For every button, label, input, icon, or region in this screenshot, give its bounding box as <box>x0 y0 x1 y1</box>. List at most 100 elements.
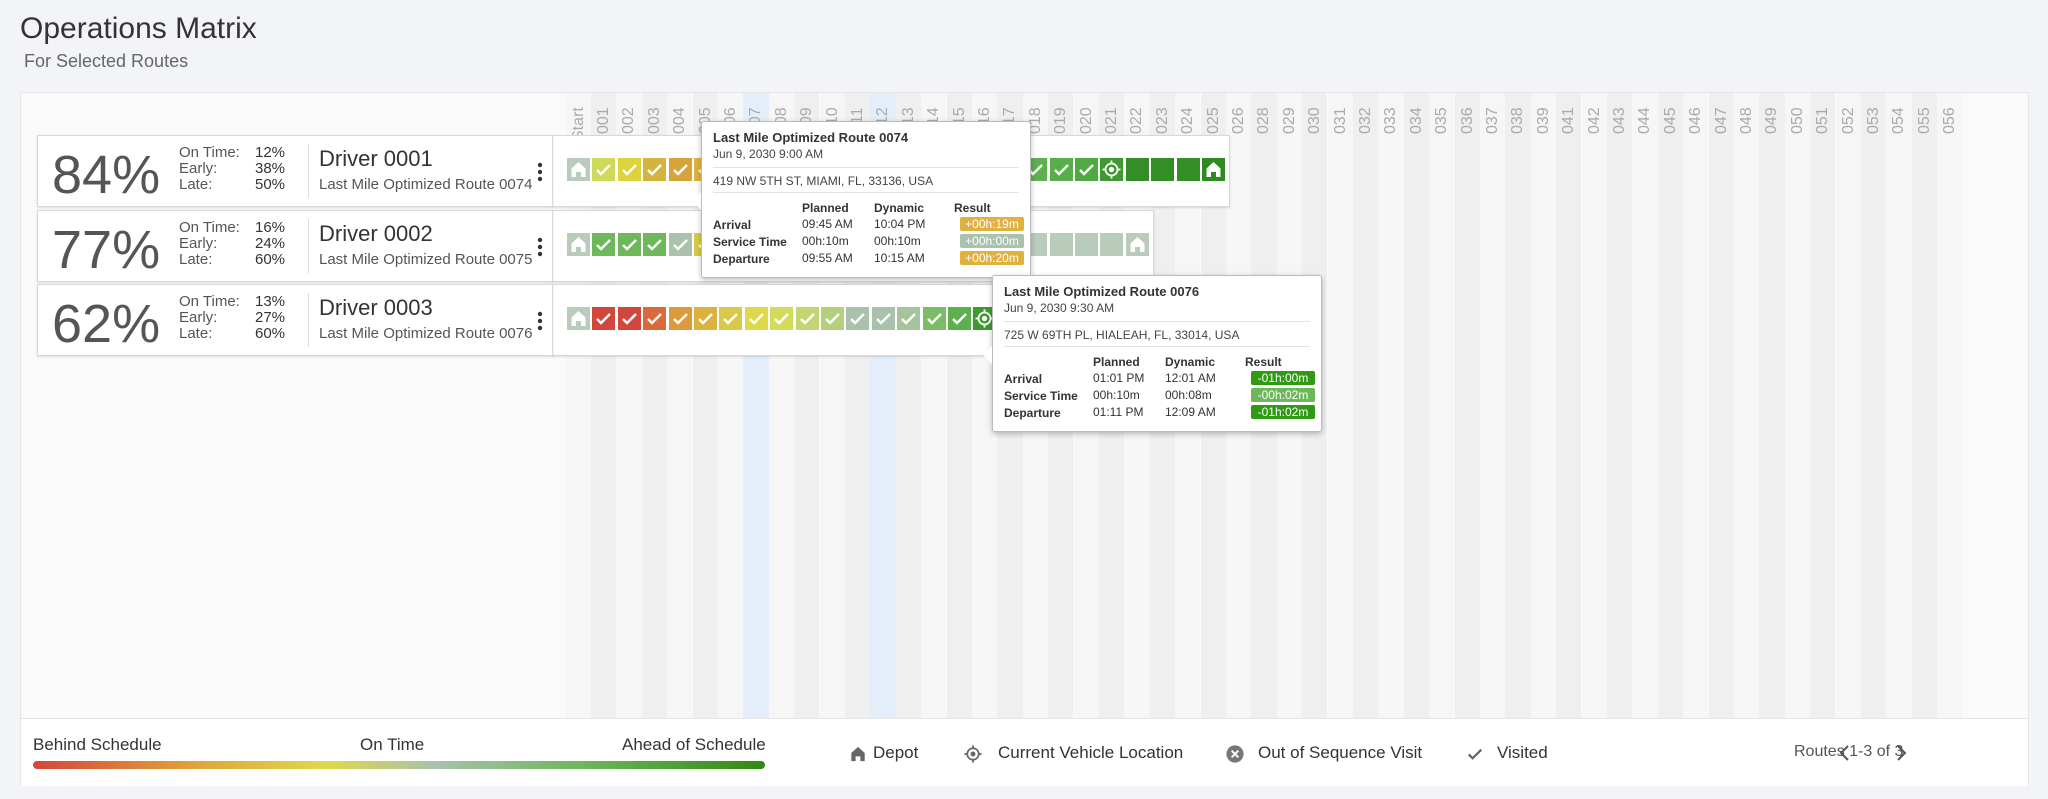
stop-cell[interactable] <box>567 233 590 256</box>
stop-cell[interactable] <box>567 158 590 181</box>
house <box>571 162 586 177</box>
stop-cell[interactable] <box>1125 233 1149 256</box>
column-header: 044 <box>1636 107 1654 134</box>
icon-check <box>647 313 663 325</box>
icon-check <box>901 313 917 325</box>
stop-cell[interactable] <box>668 158 692 181</box>
route-menu[interactable] <box>537 311 543 331</box>
icon-check <box>596 239 612 251</box>
column-stripe <box>1733 93 1760 718</box>
next-page[interactable] <box>1889 741 1913 765</box>
stop-cell[interactable] <box>846 307 870 330</box>
icon-check <box>926 313 942 325</box>
stop-cell[interactable] <box>668 233 692 256</box>
icon-oos <box>1226 745 1244 763</box>
column-stripe <box>1886 93 1912 718</box>
stop-cell[interactable] <box>948 307 971 330</box>
route-name: Last Mile Optimized Route 0074 <box>319 176 533 193</box>
stop-cell[interactable] <box>744 307 768 330</box>
stop-cell[interactable] <box>1100 158 1124 181</box>
column-header: 051 <box>1814 107 1832 134</box>
stop-cell[interactable] <box>719 307 743 330</box>
check-mark <box>1028 164 1044 176</box>
divider <box>308 219 309 273</box>
column-header: 030 <box>1306 107 1324 134</box>
row-label: Arrival <box>1004 372 1043 386</box>
stop-cell[interactable] <box>1049 233 1073 256</box>
stop-cell[interactable] <box>922 307 946 330</box>
icon-none <box>1100 233 1123 256</box>
driver-card: 77% On Time: 16% Early: 24% Late: 60% Driver 00… <box>37 210 553 282</box>
dynamic-time: 00h:10m <box>874 234 921 248</box>
score: 77% <box>52 220 161 280</box>
icon-check <box>799 313 815 325</box>
column-header: 033 <box>1382 107 1400 134</box>
stop-cell[interactable] <box>668 307 692 330</box>
stop-cell[interactable] <box>897 307 921 330</box>
matrix-panel: Start00100200300400500600700800901001101… <box>20 92 2029 786</box>
cross <box>1230 749 1240 759</box>
stop-cell[interactable] <box>1075 233 1098 256</box>
column-header: 037 <box>1483 107 1501 134</box>
stop-cell[interactable] <box>643 233 667 256</box>
column-header: 049 <box>1763 107 1781 134</box>
stop-cell[interactable] <box>821 307 844 330</box>
column-header: 045 <box>1661 107 1679 134</box>
kebab-icon <box>537 162 543 182</box>
prev-page[interactable] <box>1833 741 1857 765</box>
tooltip-title: Last Mile Optimized Route 0076 <box>1004 284 1200 299</box>
schedule-gradient <box>33 761 765 769</box>
column-header: 053 <box>1864 107 1882 134</box>
icon-check <box>621 313 637 325</box>
stop-cell[interactable] <box>567 307 590 330</box>
column-stripe <box>1327 93 1353 718</box>
stop-cell[interactable] <box>592 158 616 181</box>
rule <box>713 192 1019 193</box>
stat-label: On Time: <box>179 144 240 161</box>
stat-label: Early: <box>179 235 218 252</box>
legend-icon <box>962 743 984 765</box>
route-menu[interactable] <box>537 237 543 257</box>
icon-none <box>1177 158 1200 181</box>
stop-cell[interactable] <box>871 307 895 330</box>
column-stripe <box>1530 93 1557 718</box>
column-stripe <box>1810 93 1836 718</box>
kebab-icon <box>537 311 543 331</box>
stop-cell[interactable] <box>1075 158 1098 181</box>
stop-cell[interactable] <box>973 307 997 330</box>
icon-check <box>647 239 663 251</box>
stop-cell[interactable] <box>592 233 616 256</box>
stop-cell[interactable] <box>592 307 616 330</box>
stop-cell[interactable] <box>770 307 794 330</box>
stop-cell[interactable] <box>795 307 819 330</box>
rule <box>1004 321 1310 322</box>
column-stripe <box>1378 93 1404 718</box>
stop-cell[interactable] <box>1202 158 1225 181</box>
dot <box>537 237 543 243</box>
stop-cell[interactable] <box>617 307 641 330</box>
legend-label: Visited <box>1497 743 1548 762</box>
stop-cell[interactable] <box>1100 233 1124 256</box>
stop-cell[interactable] <box>1151 158 1175 181</box>
stop-cell[interactable] <box>643 158 667 181</box>
stop-cell[interactable] <box>617 233 641 256</box>
row-label: Service Time <box>1004 389 1078 403</box>
stop-cell[interactable] <box>617 158 641 181</box>
stop-cell[interactable] <box>1049 158 1073 181</box>
house <box>571 237 586 252</box>
planned-time: 01:11 PM <box>1093 405 1144 419</box>
route-menu[interactable] <box>537 162 543 182</box>
icon-check <box>850 313 866 325</box>
icon-depot <box>1130 237 1145 252</box>
stat-value: 12% <box>255 144 286 161</box>
stop-cell[interactable] <box>1176 158 1200 181</box>
stop-cell[interactable] <box>694 307 717 330</box>
column-stripe <box>1505 93 1531 718</box>
stop-cell[interactable] <box>1125 158 1149 181</box>
stop-cell[interactable] <box>643 307 667 330</box>
dot <box>982 315 988 322</box>
row-label: Arrival <box>713 218 752 232</box>
icon-check <box>698 313 713 325</box>
check-mark <box>647 239 663 251</box>
